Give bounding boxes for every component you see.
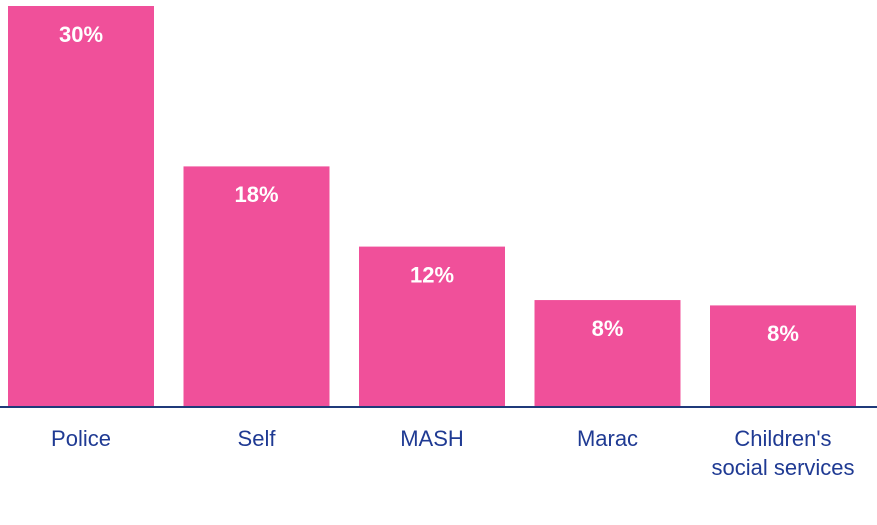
x-tick-label: Police xyxy=(51,426,111,451)
x-tick-label: Children's social services xyxy=(711,426,855,480)
bar xyxy=(183,166,330,407)
x-tick-label: MASH xyxy=(400,426,464,451)
x-tick-label: Marac xyxy=(576,426,639,451)
value-label: 12% xyxy=(410,262,454,287)
bar xyxy=(359,246,505,407)
value-label: 8% xyxy=(767,321,799,346)
x-tick-label: Self xyxy=(237,426,276,451)
value-label: 30% xyxy=(59,22,103,47)
value-label: 18% xyxy=(234,182,278,207)
bar xyxy=(8,6,154,407)
bar xyxy=(710,305,856,407)
bar xyxy=(534,300,681,407)
value-label: 8% xyxy=(592,316,624,341)
